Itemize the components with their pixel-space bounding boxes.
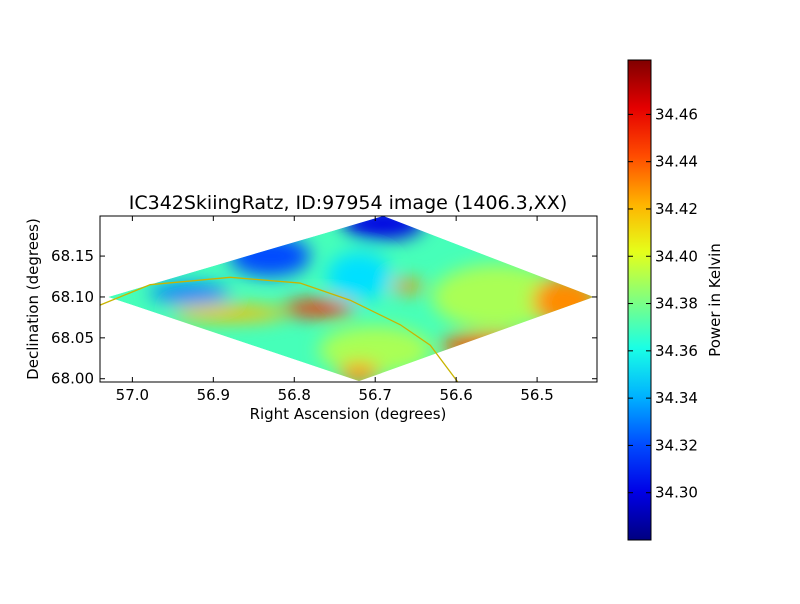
x-tick-label: 56.8: [278, 386, 311, 404]
colorbar-tick-label: 34.42: [655, 200, 698, 218]
x-tick-label: 56.9: [197, 386, 230, 404]
heat-region: [326, 251, 392, 302]
x-tick-label: 56.6: [439, 386, 472, 404]
heatmap: [100, 216, 594, 382]
colorbar-tick-label: 34.40: [655, 247, 698, 265]
colorbar-tick-label: 34.44: [655, 153, 698, 171]
y-tick-label: 68.05: [51, 329, 94, 347]
y-axis-label: Declination (degrees): [24, 218, 42, 380]
heat-region: [148, 283, 230, 303]
heat-region: [431, 264, 562, 330]
heat-region: [439, 333, 538, 359]
x-tick-label: 56.5: [520, 386, 553, 404]
colorbar-tick-label: 34.36: [655, 342, 698, 360]
x-tick-label: 57.0: [116, 386, 149, 404]
overlay-curve: [100, 276, 459, 382]
y-tick-label: 68.15: [51, 247, 94, 265]
colorbar-tick-label: 34.34: [655, 389, 698, 407]
colorbar-label: Power in Kelvin: [706, 243, 724, 357]
heat-region: [533, 276, 594, 326]
x-axis-label: Right Ascension (degrees): [250, 405, 447, 423]
colorbar-tick-label: 34.38: [655, 295, 698, 313]
heat-region: [391, 279, 424, 293]
colorbar-tick-label: 34.30: [655, 484, 698, 502]
axes-frame: [99, 215, 598, 383]
heat-region: [229, 235, 311, 277]
colorbar: [627, 59, 652, 541]
heat-region: [282, 300, 355, 317]
chart-title: IC342SkiingRatz, ID:97954 image (1406.3,…: [129, 192, 568, 214]
colorbar-tick-label: 34.46: [655, 105, 698, 123]
y-tick-label: 68.10: [51, 288, 94, 306]
heat-region: [338, 363, 380, 382]
heat-region: [172, 305, 287, 322]
y-tick-label: 68.00: [51, 370, 94, 388]
x-tick-label: 56.7: [359, 386, 392, 404]
heat-region: [318, 325, 432, 375]
heat-region: [342, 216, 424, 240]
colorbar-tick-label: 34.32: [655, 436, 698, 454]
